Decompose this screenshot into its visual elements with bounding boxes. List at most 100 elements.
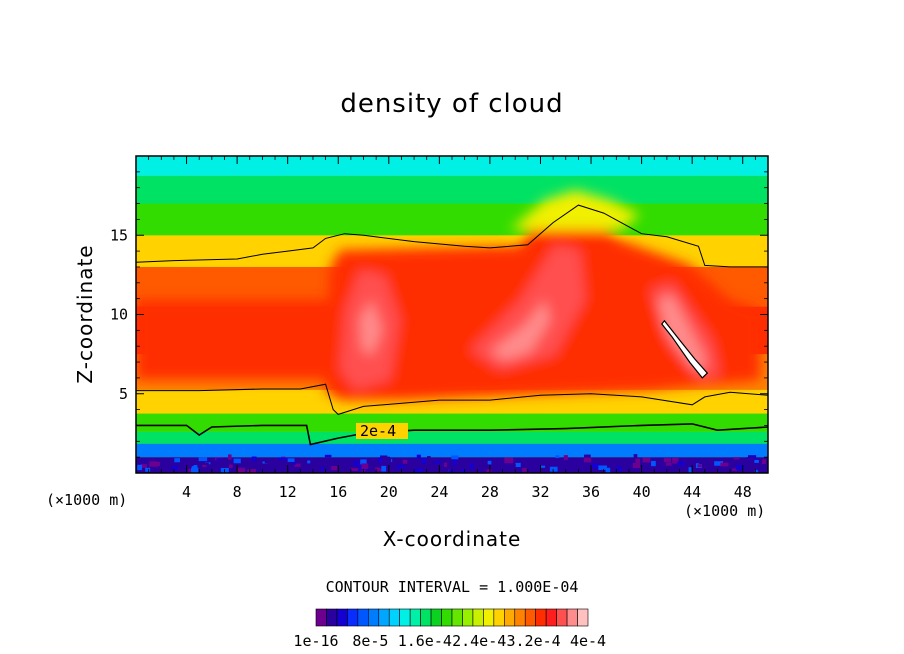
noise-speckle <box>331 465 338 471</box>
x-tick-label: 12 <box>279 483 297 501</box>
noise-speckle <box>677 461 686 466</box>
contour-interval-label: CONTOUR INTERVAL = 1.000E-04 <box>326 578 579 596</box>
noise-speckle <box>698 459 705 465</box>
contour-label: 2e-4 <box>360 422 396 440</box>
colorbar-swatch <box>566 608 578 627</box>
noise-speckle <box>642 457 651 463</box>
noise-speckle <box>754 469 759 473</box>
y-tick-label: 5 <box>119 385 128 403</box>
noise-speckle <box>294 457 300 462</box>
noise-speckle <box>714 461 724 466</box>
noise-speckle <box>598 465 607 471</box>
noise-speckle <box>477 468 484 472</box>
noise-speckle <box>402 459 408 464</box>
x-unit-label-right: (×1000 m) <box>684 502 765 520</box>
noise-speckle <box>350 468 358 471</box>
noise-speckle <box>522 467 527 472</box>
noise-speckle <box>717 467 722 472</box>
colorbar-swatch <box>441 608 453 627</box>
noise-speckle <box>605 461 612 466</box>
y-tick-label: 10 <box>110 306 128 324</box>
noise-speckle <box>469 463 474 469</box>
colorbar-swatch <box>577 608 589 627</box>
noise-speckle <box>233 458 241 464</box>
noise-speckle <box>414 468 424 473</box>
colorbar-swatch <box>336 608 348 627</box>
noise-speckle <box>591 463 600 469</box>
white-band <box>661 319 709 379</box>
colorbar-swatch <box>326 608 338 627</box>
field-band <box>136 203 768 236</box>
noise-speckle <box>381 465 387 472</box>
noise-speckle <box>154 461 160 467</box>
noise-speckle <box>539 465 546 468</box>
noise-speckle <box>292 462 297 465</box>
y-tick-label: 15 <box>110 226 128 244</box>
noise-speckle <box>228 464 233 468</box>
field-band <box>136 156 768 176</box>
noise-speckle <box>380 455 388 461</box>
colorbar-swatch <box>504 608 516 627</box>
x-unit-label-left: (×1000 m) <box>46 491 127 509</box>
field-features <box>136 190 760 400</box>
colorbar-swatch <box>357 608 369 627</box>
noise-speckle <box>375 467 381 471</box>
noise-speckle <box>361 463 369 469</box>
noise-speckle <box>171 465 178 470</box>
noise-speckle <box>421 458 427 464</box>
colorbar-swatch <box>535 608 547 627</box>
x-tick-label: 32 <box>531 483 549 501</box>
noise-speckle <box>237 467 246 473</box>
noise-speckle <box>754 459 759 463</box>
noise-speckle <box>400 468 408 473</box>
noise-speckle <box>560 465 565 472</box>
colorbar-swatch <box>430 608 442 627</box>
x-tick-label: 48 <box>734 483 752 501</box>
noise-speckle <box>762 462 768 467</box>
noise-speckle <box>188 468 193 472</box>
noise-speckle <box>220 458 228 465</box>
colorbar-swatch <box>462 608 474 627</box>
colorbar-swatch <box>420 608 432 627</box>
noise-speckle <box>487 460 492 465</box>
noise-speckle <box>174 458 181 463</box>
noise-speckle <box>733 457 740 460</box>
noise-speckle <box>461 469 467 473</box>
x-tick-label: 28 <box>481 483 499 501</box>
field-band <box>136 175 768 204</box>
light-pink-right <box>658 295 706 372</box>
noise-speckle <box>451 455 459 460</box>
noise-speckle <box>216 458 225 461</box>
noise-speckle <box>378 457 383 463</box>
light-pink-left <box>360 300 382 355</box>
noise-speckle <box>705 461 712 467</box>
noise-speckle <box>307 460 311 464</box>
noise-speckle <box>191 464 198 470</box>
field-band <box>136 443 768 458</box>
y-axis-label: Z-coordinate <box>73 244 97 383</box>
noise-speckle <box>616 466 622 472</box>
noise-speckle <box>198 457 208 462</box>
noise-speckle <box>549 466 558 472</box>
colorbar-swatch <box>472 608 484 627</box>
noise-speckle <box>688 467 692 473</box>
contour-label-bg <box>356 423 408 439</box>
colorbar-swatch <box>556 608 568 627</box>
colorbar-swatch <box>409 608 421 627</box>
colorbar-swatch <box>524 608 536 627</box>
noise-speckle <box>746 457 756 461</box>
colorbar-swatch <box>514 608 526 627</box>
noise-speckle <box>443 462 447 468</box>
noise-speckle <box>504 457 514 464</box>
x-tick-label: 8 <box>233 483 242 501</box>
noise-speckle <box>281 459 290 466</box>
colorbar-swatch <box>315 608 327 627</box>
colorbar-swatch <box>399 608 411 627</box>
plot-area: 2e-4 <box>136 156 768 473</box>
y-axis: 5 10 15 <box>110 171 768 458</box>
colorbar-swatch <box>545 608 557 627</box>
noise-speckle <box>251 456 257 462</box>
field-band <box>136 431 768 444</box>
noise-speckle <box>427 456 431 461</box>
